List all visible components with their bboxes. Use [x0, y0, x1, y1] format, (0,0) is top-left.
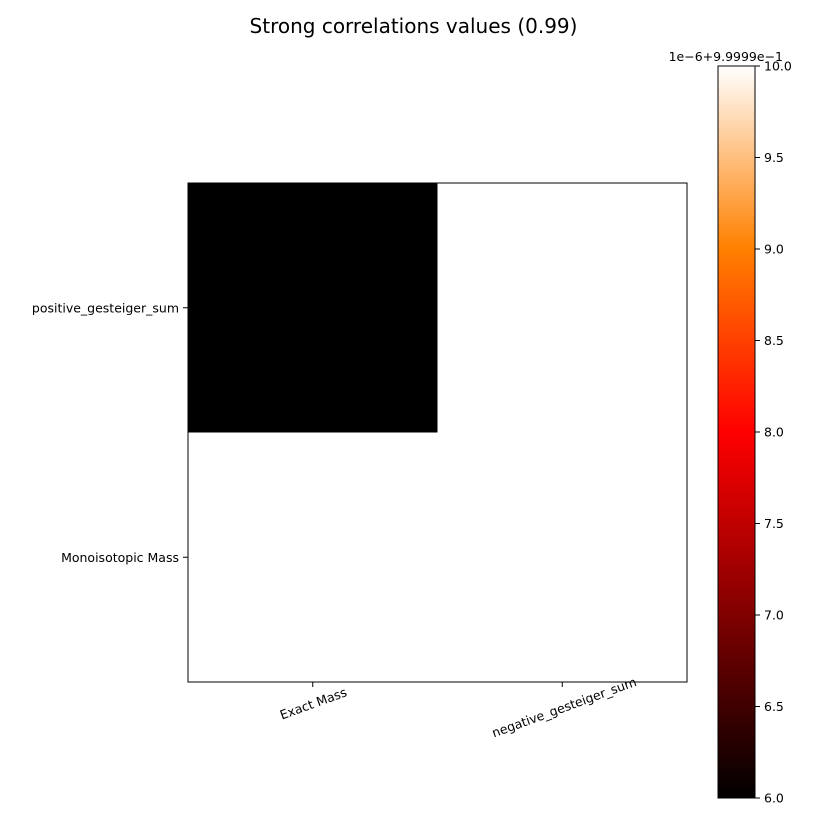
colorbar-tick-label: 9.5	[764, 150, 784, 165]
colorbar-tick-label: 6.0	[764, 791, 784, 806]
x-tick-label: negative_gesteiger_sum	[490, 674, 639, 740]
colorbar	[717, 65, 756, 799]
x-tick-label: Exact Mass	[278, 684, 349, 722]
x-axis: Exact Mass negative_gesteiger_sum	[278, 674, 639, 740]
y-axis: positive_gesteiger_sum Monoisotopic Mass	[32, 300, 188, 565]
colorbar-offset-label: 1e−6+9.9999e−1	[669, 49, 783, 64]
colorbar-tick-label: 6.5	[764, 699, 784, 714]
heatmap-cell	[437, 183, 687, 433]
y-tick-label: Monoisotopic Mass	[61, 550, 179, 565]
colorbar-tick-label: 10.0	[764, 59, 792, 74]
colorbar-tick-label: 8.5	[764, 333, 784, 348]
y-tick-label: positive_gesteiger_sum	[32, 300, 179, 315]
colorbar-ticks: 6.0 6.5 7.0 7.5 8.0 8.5 9.0 9.5 10.0	[755, 59, 792, 806]
colorbar-tick-label: 8.0	[764, 425, 784, 440]
chart-title: Strong correlations values (0.99)	[250, 14, 578, 38]
colorbar-tick-label: 7.0	[764, 608, 784, 623]
plot-frame	[187, 182, 688, 683]
colorbar-tick-label: 9.0	[764, 242, 784, 257]
heatmap-cell	[188, 183, 438, 433]
heatmap-cells	[188, 183, 687, 682]
colorbar-tick-label: 7.5	[764, 516, 784, 531]
heatmap-cell	[188, 432, 438, 682]
heatmap-cell	[437, 432, 687, 682]
